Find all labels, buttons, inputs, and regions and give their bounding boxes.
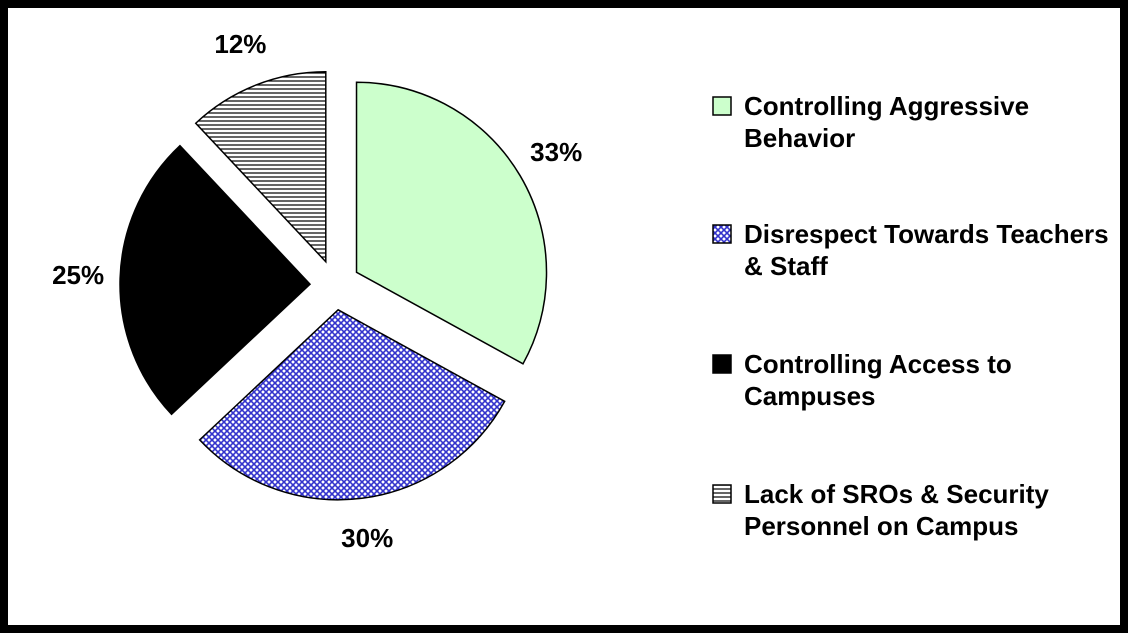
data-label: 30% [341,523,393,553]
pie-slice [198,308,506,501]
legend-item: Controlling Aggressive Behavior [712,90,1112,154]
legend-label: Disrespect Towards Teachers & Staff [744,219,1109,281]
chart-area: 33% 30% 25% 12% Controlling Aggressive Beha… [8,8,1120,625]
pie-slice [355,81,548,365]
legend-label: Controlling Aggressive Behavior [744,91,1030,153]
legend-swatch [712,96,732,116]
legend-label: Controlling Access to Campuses [744,349,1012,411]
legend-swatch [712,484,732,504]
data-label: 25% [52,260,104,290]
data-label: 12% [214,29,266,59]
legend-swatch [712,224,732,244]
legend-item: Disrespect Towards Teachers & Staff [712,218,1112,282]
legend-item: Lack of SROs & Security Personnel on Cam… [712,478,1112,542]
pie-slice [119,144,312,416]
legend-item: Controlling Access to Campuses [712,348,1112,412]
data-label: 33% [530,137,582,167]
legend-label: Lack of SROs & Security Personnel on Cam… [744,479,1049,541]
pie-slice [194,71,327,264]
chart: 33% 30% 25% 12% [52,29,582,553]
legend-swatch [712,354,732,374]
